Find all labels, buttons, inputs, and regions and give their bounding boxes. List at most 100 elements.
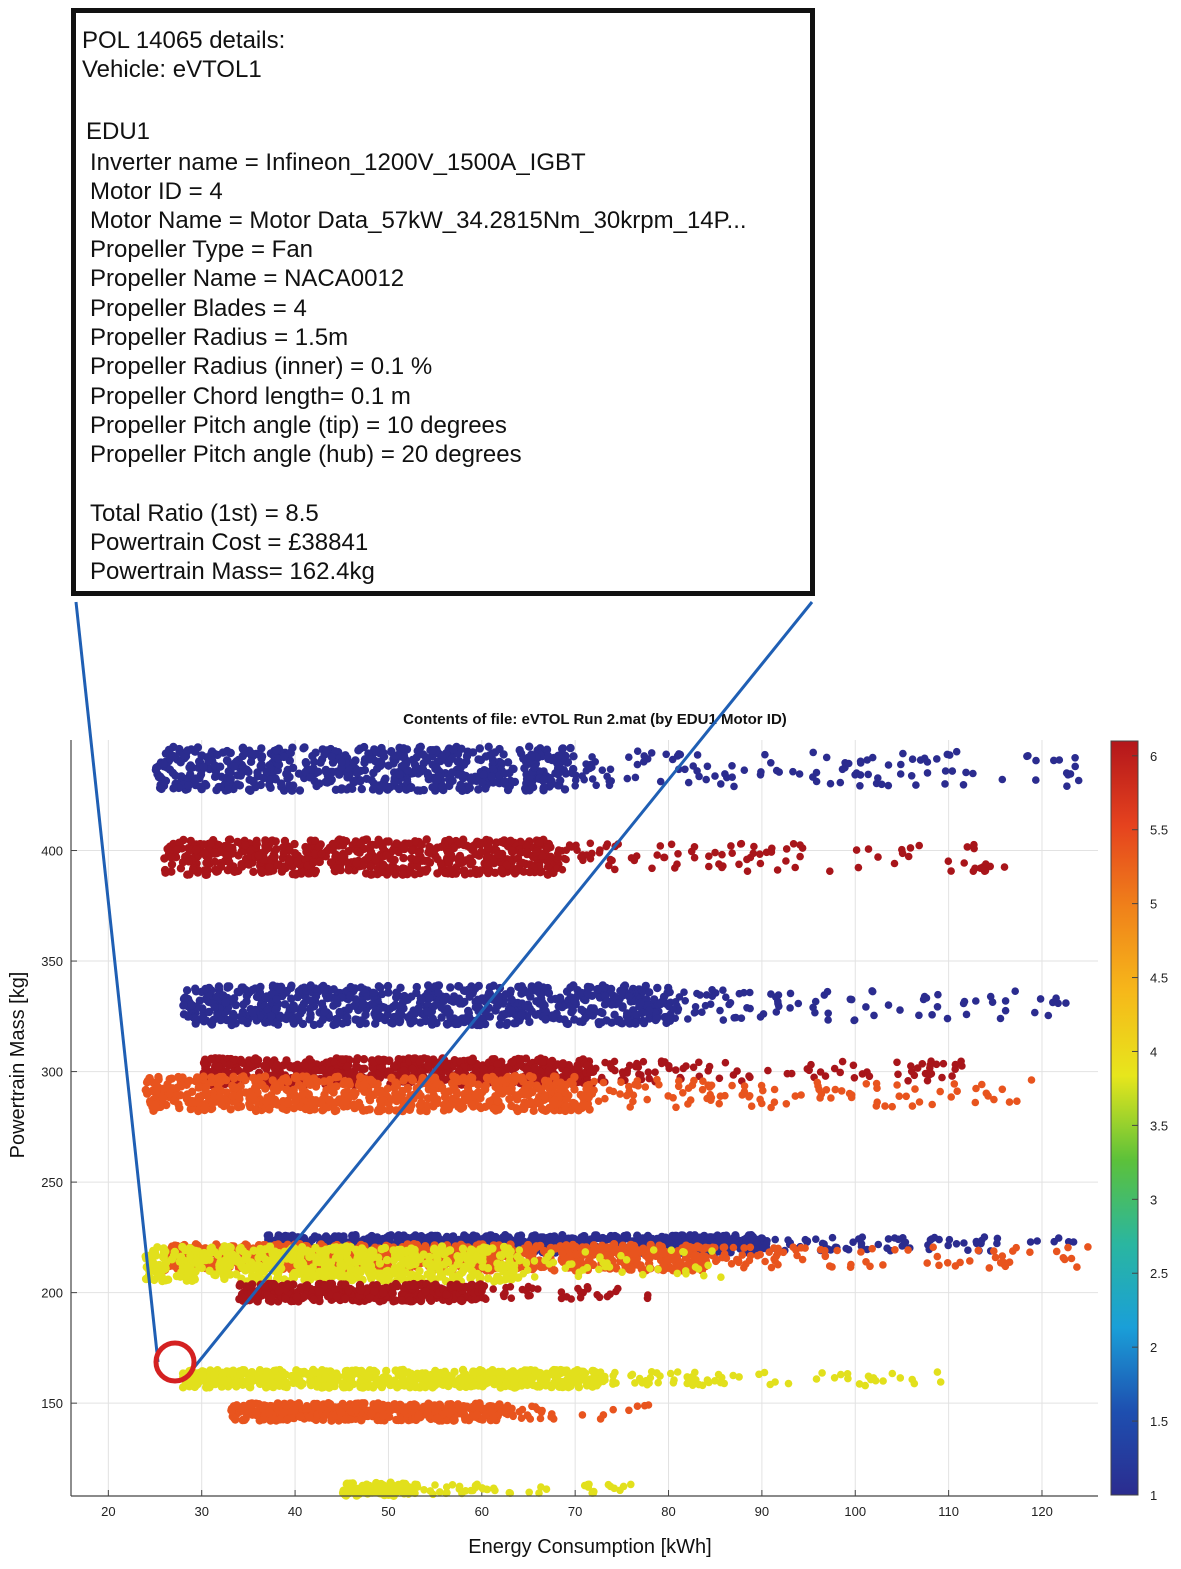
data-point: [310, 836, 320, 845]
data-point: [569, 752, 578, 761]
data-point: [313, 1077, 323, 1087]
data-point: [809, 748, 817, 757]
data-point: [291, 869, 300, 878]
data-point: [627, 854, 636, 862]
data-point: [305, 1004, 315, 1013]
data-point: [915, 1011, 923, 1020]
data-point: [1032, 776, 1040, 784]
data-point: [1005, 1098, 1014, 1106]
data-point: [471, 984, 480, 993]
data-point: [690, 853, 699, 862]
data-point: [672, 1231, 681, 1241]
data-point: [707, 1096, 715, 1104]
data-point: [156, 772, 165, 781]
data-point: [458, 774, 468, 783]
data-point: [590, 1086, 598, 1094]
data-point: [412, 861, 422, 871]
data-point: [925, 1071, 934, 1079]
data-point: [636, 998, 645, 1008]
data-point: [849, 1061, 858, 1070]
data-point: [531, 1010, 541, 1019]
data-point: [246, 757, 256, 766]
data-point: [874, 774, 882, 782]
data-point: [1071, 754, 1079, 762]
data-point: [223, 982, 232, 991]
data-point: [446, 983, 455, 992]
data-point: [558, 744, 567, 754]
data-point: [908, 1102, 917, 1110]
data-point: [152, 763, 161, 772]
data-point: [693, 751, 702, 759]
data-point: [298, 1019, 308, 1029]
data-point: [455, 858, 464, 867]
data-point: [933, 755, 941, 763]
data-point: [295, 786, 305, 795]
data-point: [705, 1062, 714, 1071]
data-point: [969, 867, 978, 875]
data-point: [566, 743, 575, 753]
data-point: [728, 1081, 736, 1090]
data-point: [272, 745, 281, 755]
data-point: [801, 1235, 810, 1244]
data-point: [316, 758, 325, 767]
data-point: [1036, 995, 1045, 1003]
data-point: [368, 785, 378, 794]
data-point: [395, 1018, 404, 1027]
data-point: [311, 849, 320, 858]
data-point: [821, 1072, 830, 1080]
data-point: [416, 1018, 425, 1027]
data-point: [811, 1008, 819, 1017]
data-point: [398, 1086, 407, 1096]
data-point: [207, 1055, 216, 1064]
data-point: [214, 1062, 223, 1071]
data-point: [672, 1066, 680, 1074]
data-point: [673, 860, 681, 868]
data-point: [344, 866, 353, 875]
data-point: [182, 986, 192, 995]
data-point: [169, 1096, 178, 1106]
data-point: [972, 997, 980, 1005]
data-point: [507, 846, 516, 855]
data-point: [229, 762, 239, 771]
data-point: [337, 853, 346, 863]
data-point: [943, 750, 952, 759]
data-point: [517, 1011, 526, 1020]
data-point: [525, 867, 534, 877]
data-point: [449, 844, 458, 853]
data-point: [850, 1016, 858, 1025]
data-point: [846, 995, 855, 1004]
data-point: [328, 1083, 337, 1093]
data-point: [606, 855, 615, 864]
data-point: [511, 1072, 520, 1081]
data-point: [547, 995, 556, 1004]
data-point: [610, 1010, 619, 1019]
data-point: [184, 857, 193, 866]
data-point: [231, 1083, 240, 1092]
data-point: [660, 853, 668, 862]
data-point: [624, 992, 634, 1001]
data-point: [497, 865, 506, 874]
data-point: [583, 989, 593, 998]
data-point: [315, 1019, 324, 1028]
data-point: [200, 1104, 209, 1113]
data-point: [392, 839, 401, 848]
data-point: [884, 781, 893, 790]
data-point: [383, 981, 393, 991]
data-point: [403, 766, 413, 775]
data-point: [504, 1086, 513, 1096]
data-point: [667, 840, 676, 849]
data-point: [764, 1066, 772, 1075]
data-point: [631, 1018, 640, 1028]
data-point: [888, 1102, 896, 1111]
data-point: [476, 866, 485, 875]
data-point: [221, 998, 230, 1007]
data-point: [952, 1240, 961, 1248]
data-point: [290, 839, 299, 849]
data-point: [544, 1233, 553, 1243]
data-point: [369, 988, 378, 997]
data-point: [907, 1062, 915, 1070]
data-point: [1050, 1237, 1058, 1246]
data-point: [466, 842, 476, 852]
data-point: [877, 780, 886, 789]
data-point: [1052, 994, 1060, 1002]
